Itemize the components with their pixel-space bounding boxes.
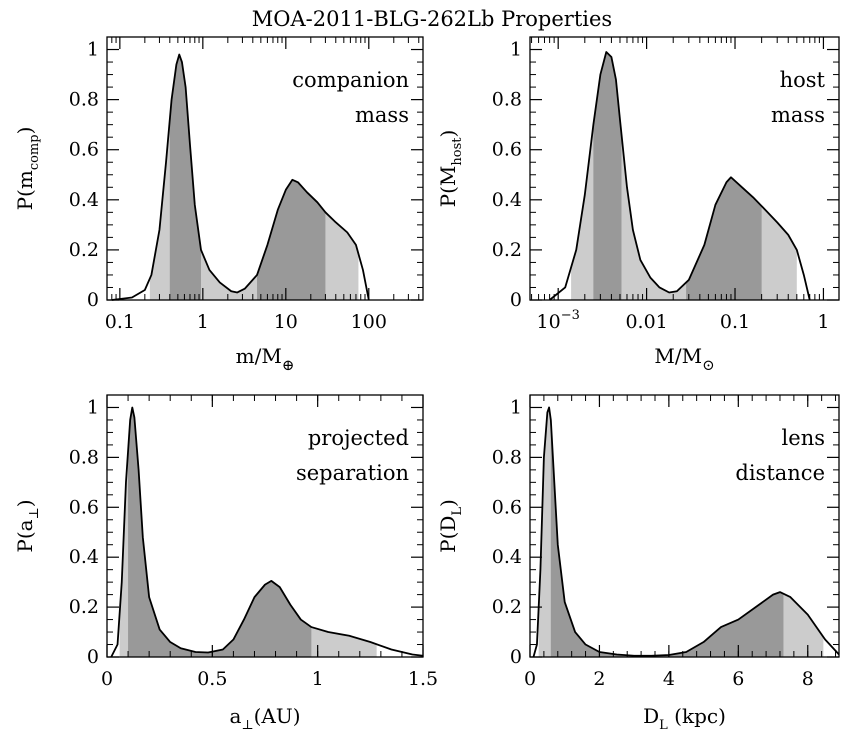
plot-frame bbox=[529, 36, 840, 301]
x-tick-label: 10 bbox=[274, 311, 298, 333]
probability-curve bbox=[111, 53, 370, 301]
plot-frame bbox=[106, 36, 424, 301]
x-tick-label: 6 bbox=[732, 668, 744, 690]
x-tick-label: 2 bbox=[593, 668, 605, 690]
ci-68-band bbox=[128, 407, 312, 657]
y-tick-label: 0.6 bbox=[69, 496, 99, 518]
y-tick-label: 0.4 bbox=[69, 546, 99, 568]
x-tick-label: 1 bbox=[312, 668, 324, 690]
x-tick-label: 10−3 bbox=[537, 308, 580, 333]
x-tick-label: 100 bbox=[351, 311, 387, 333]
panel-annotation: separation bbox=[296, 461, 409, 485]
y-tick-label: 0.6 bbox=[492, 496, 522, 518]
ci-68-band bbox=[593, 52, 622, 300]
panel-companion-mass: 0 0.2 0.4 0.6 0.8 1 0.1 1 10 100 companion mass m/M⊕… bbox=[13, 36, 424, 374]
x-tick-label: 0 bbox=[101, 668, 113, 690]
y-tick-label: 0.4 bbox=[492, 189, 522, 211]
y-tick-label: 0.2 bbox=[69, 239, 99, 261]
y-tick-label: 0.8 bbox=[69, 446, 99, 468]
panel-annotation: companion bbox=[292, 68, 409, 92]
panel-annotation: host bbox=[780, 68, 826, 92]
y-tick-label: 1 bbox=[510, 396, 522, 418]
probability-curve bbox=[110, 406, 424, 658]
y-tick-label: 0.6 bbox=[69, 139, 99, 161]
y-axis-label: P(Mhost) bbox=[436, 130, 465, 208]
ci-68-band-2 bbox=[257, 179, 326, 300]
y-tick-label: 0 bbox=[510, 646, 522, 668]
panel-host-mass: 0 0.2 0.4 0.6 0.8 1 10−3 0.01 0.1 1 host mass M/M⊙ P(… bbox=[436, 36, 840, 374]
y-axis-label: P(a⊥) bbox=[13, 499, 42, 552]
x-tick-label: 4 bbox=[663, 668, 675, 690]
y-tick-label: 0 bbox=[87, 289, 99, 311]
x-axis-label: DL (kpc) bbox=[643, 704, 726, 731]
y-tick-label: 0.2 bbox=[492, 596, 522, 618]
ci-68-band bbox=[169, 54, 201, 300]
probability-curve bbox=[532, 406, 840, 658]
y-tick-label: 0.8 bbox=[492, 89, 522, 111]
plot-frame bbox=[529, 394, 840, 658]
y-tick-label: 1 bbox=[87, 396, 99, 418]
x-axis-label: m/M⊕ bbox=[236, 344, 295, 374]
y-tick-label: 0 bbox=[87, 646, 99, 668]
panel-annotation: distance bbox=[735, 461, 825, 485]
x-tick-label: 0 bbox=[524, 668, 536, 690]
panel-projected-separation: 0 0.2 0.4 0.6 0.8 1 0 0.5 1 1.5 projected separatio… bbox=[13, 394, 438, 731]
y-tick-label: 0.6 bbox=[492, 139, 522, 161]
probability-curve bbox=[549, 51, 811, 301]
panel-annotation: mass bbox=[771, 103, 825, 127]
y-tick-label: 0.2 bbox=[492, 239, 522, 261]
ci-68-band bbox=[550, 419, 784, 657]
panels: 00.20.40.60.810.1 1 10 100companionmassm/M⊕… bbox=[13, 36, 840, 731]
y-tick-label: 0.4 bbox=[492, 546, 522, 568]
y-tick-label: 0 bbox=[510, 289, 522, 311]
x-tick-label: 8 bbox=[802, 668, 814, 690]
x-tick-label: 1 bbox=[197, 311, 209, 333]
panel-annotation: projected bbox=[308, 426, 409, 450]
ci-68-band-2 bbox=[686, 177, 762, 300]
y-tick-label: 0.8 bbox=[492, 446, 522, 468]
x-tick-label: 0.1 bbox=[720, 311, 750, 333]
y-tick-label: 0.8 bbox=[69, 89, 99, 111]
x-tick-exponent: −3 bbox=[561, 308, 580, 323]
y-tick-label: 1 bbox=[510, 39, 522, 61]
x-tick-label: 0.1 bbox=[105, 311, 135, 333]
y-tick-label: 0.4 bbox=[69, 189, 99, 211]
x-tick-label: 0.01 bbox=[625, 311, 667, 333]
y-axis-label: P(DL) bbox=[436, 499, 465, 553]
y-axis-label: P(mcomp) bbox=[13, 127, 42, 211]
x-axis-label: M/M⊙ bbox=[654, 344, 714, 374]
x-tick-label: 1.5 bbox=[408, 668, 438, 690]
panel-annotation: mass bbox=[355, 103, 409, 127]
panel-lens-distance: 0 0.2 0.4 0.6 0.8 1 0 2 4 6 8 lens distance DL (kpc) P… bbox=[436, 394, 840, 731]
y-tick-label: 1 bbox=[87, 39, 99, 61]
figure-title: MOA-2011-BLG-262Lb Properties bbox=[252, 7, 612, 31]
x-tick-label: 1 bbox=[817, 311, 829, 333]
y-tick-label: 0.2 bbox=[69, 596, 99, 618]
x-axis-label: a⊥(AU) bbox=[229, 704, 300, 731]
x-tick-label: 0.5 bbox=[197, 668, 227, 690]
plot-frame bbox=[106, 394, 424, 658]
panel-annotation: lens bbox=[782, 426, 825, 450]
